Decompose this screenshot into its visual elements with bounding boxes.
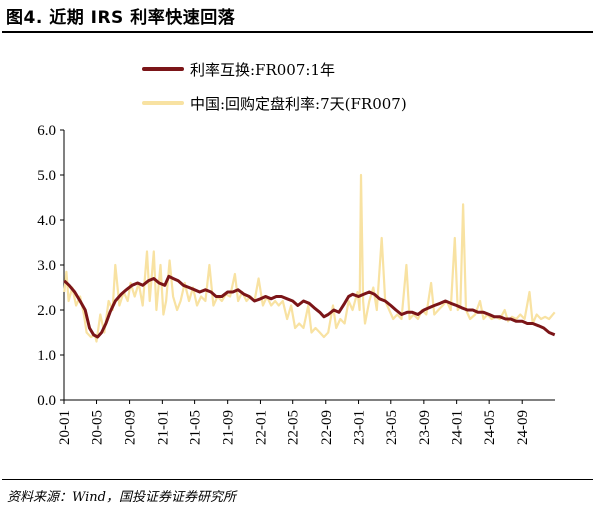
series-line-irs xyxy=(63,274,556,339)
x-tick-label: 22-01 xyxy=(253,410,269,445)
footer-divider xyxy=(2,479,593,480)
x-tick-label: 22-09 xyxy=(319,410,335,445)
legend-item-irs: 利率互换:FR007:1年 xyxy=(142,54,407,84)
legend-label-irs: 利率互换:FR007:1年 xyxy=(190,60,335,79)
y-tick-label: 0.0 xyxy=(37,393,56,409)
x-tick-label: 20-09 xyxy=(123,410,139,445)
legend-label-fr007: 中国:回购定盘利率:7天(FR007) xyxy=(190,94,407,113)
x-tick-label: 21-05 xyxy=(188,410,204,445)
x-tick-label: 24-05 xyxy=(482,410,498,445)
legend-item-fr007: 中国:回购定盘利率:7天(FR007) xyxy=(142,88,407,118)
source-note: 资料来源：Wind，国投证券证券研究所 xyxy=(7,490,236,505)
title-divider xyxy=(2,31,593,33)
y-tick-label: 5.0 xyxy=(37,168,56,184)
x-tick-label: 20-01 xyxy=(57,410,73,445)
x-tick-label: 24-01 xyxy=(450,410,466,445)
y-tick-label: 6.0 xyxy=(37,123,56,139)
series-line-fr007 xyxy=(63,173,556,343)
y-tick-label: 1.0 xyxy=(37,348,56,364)
legend-swatch-fr007 xyxy=(142,101,184,105)
y-tick-label: 2.0 xyxy=(37,303,56,319)
x-tick-label: 23-05 xyxy=(384,410,400,445)
x-tick-label: 23-09 xyxy=(417,410,433,445)
y-tick-label: 3.0 xyxy=(37,258,56,274)
x-tick-label: 21-09 xyxy=(221,410,237,445)
legend-swatch-irs xyxy=(142,67,184,71)
page-title: 图4. 近期 IRS 利率快速回落 xyxy=(6,8,236,28)
x-tick-label: 22-05 xyxy=(286,410,302,445)
x-tick-label: 24-09 xyxy=(515,410,531,445)
x-tick-label: 21-01 xyxy=(155,410,171,445)
x-tick-label: 20-05 xyxy=(90,410,106,445)
chart-legend: 利率互换:FR007:1年 中国:回购定盘利率:7天(FR007) xyxy=(142,54,407,122)
y-tick-label: 4.0 xyxy=(37,213,56,229)
x-tick-label: 23-01 xyxy=(352,410,368,445)
